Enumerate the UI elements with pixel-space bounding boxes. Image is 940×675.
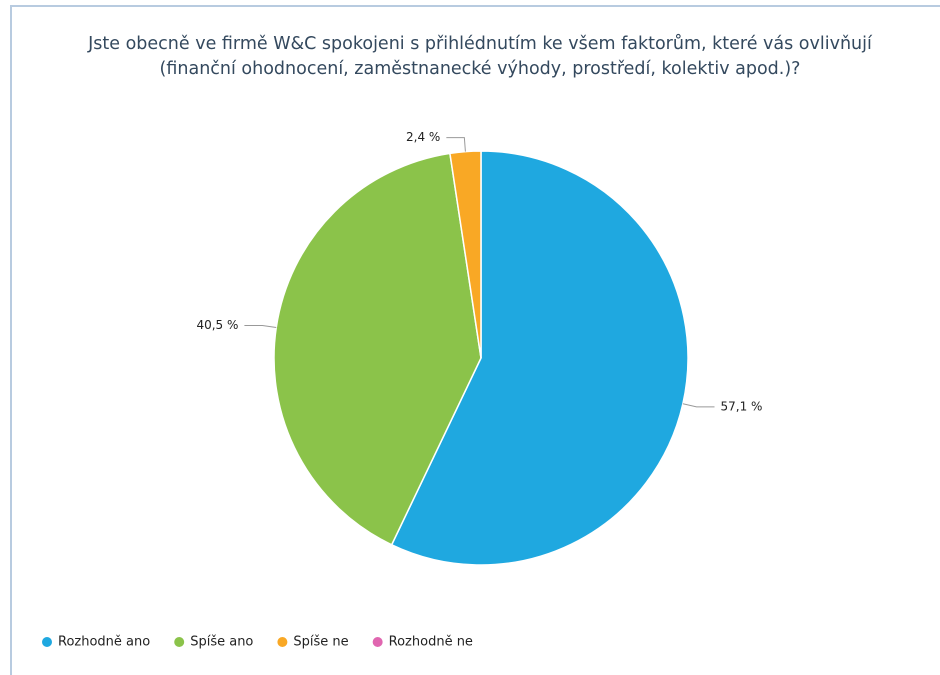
data-label: 2,4 % [406,130,440,144]
frame [10,5,940,675]
leader-line [682,403,715,408]
legend-marker [174,637,185,647]
legend-marker [42,637,52,647]
legend-label: Rozhodně ne [389,635,473,650]
pie-slice [390,150,689,566]
data-label: 57,1 % [721,399,763,413]
legend-marker [372,637,383,647]
leader-line [244,324,277,329]
leader-line [446,137,466,152]
legend-label: Spíše ano [190,635,253,650]
legend-label: Rozhodně ano [58,635,150,650]
data-label: 40,5 % [196,318,238,332]
legend-label: Spíše ne [293,635,348,650]
legend-marker [277,637,288,647]
chart-title: Jste obecně ve firmě W&C spokojeni s při… [88,34,872,79]
